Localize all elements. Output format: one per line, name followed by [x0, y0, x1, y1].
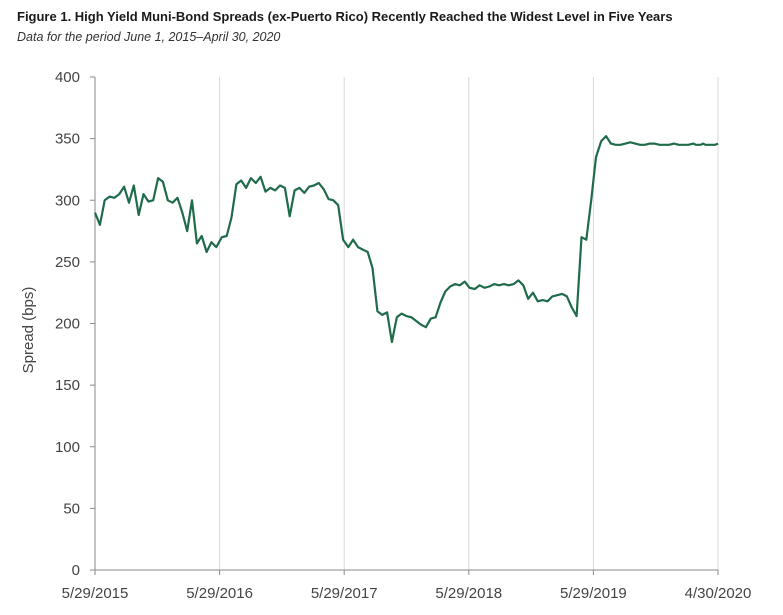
x-tick-label: 5/29/2018 — [435, 585, 502, 602]
y-tick-label: 150 — [55, 377, 80, 394]
y-tick-label: 200 — [55, 316, 80, 333]
y-tick-label: 50 — [63, 500, 80, 517]
spread-series-line — [93, 135, 719, 344]
grid-lines — [94, 77, 719, 570]
chart-title: Figure 1. High Yield Muni-Bond Spreads (… — [17, 9, 673, 24]
y-tick-label: 250 — [55, 254, 80, 271]
x-tick-label: 5/29/2019 — [560, 585, 627, 602]
y-axis: 0 50 100 150 200 250 300 350 400 — [55, 69, 96, 579]
x-tick-label: 5/29/2015 — [62, 585, 129, 602]
x-tick-label: 5/29/2017 — [311, 585, 378, 602]
y-tick-label: 400 — [55, 69, 80, 86]
x-tick-label: 4/30/2020 — [685, 585, 752, 602]
y-tick-label: 0 — [72, 562, 80, 579]
y-tick-label: 300 — [55, 192, 80, 209]
x-axis: 5/29/2015 5/29/2016 5/29/2017 5/29/2018 5/29… — [62, 569, 752, 602]
x-tick-label: 5/29/2016 — [186, 585, 253, 602]
y-axis-label: Spread (bps) — [20, 287, 37, 374]
y-tick-label: 350 — [55, 131, 80, 148]
y-tick-label: 100 — [55, 439, 80, 456]
chart-subtitle: Data for the period June 1, 2015–April 3… — [17, 30, 281, 44]
